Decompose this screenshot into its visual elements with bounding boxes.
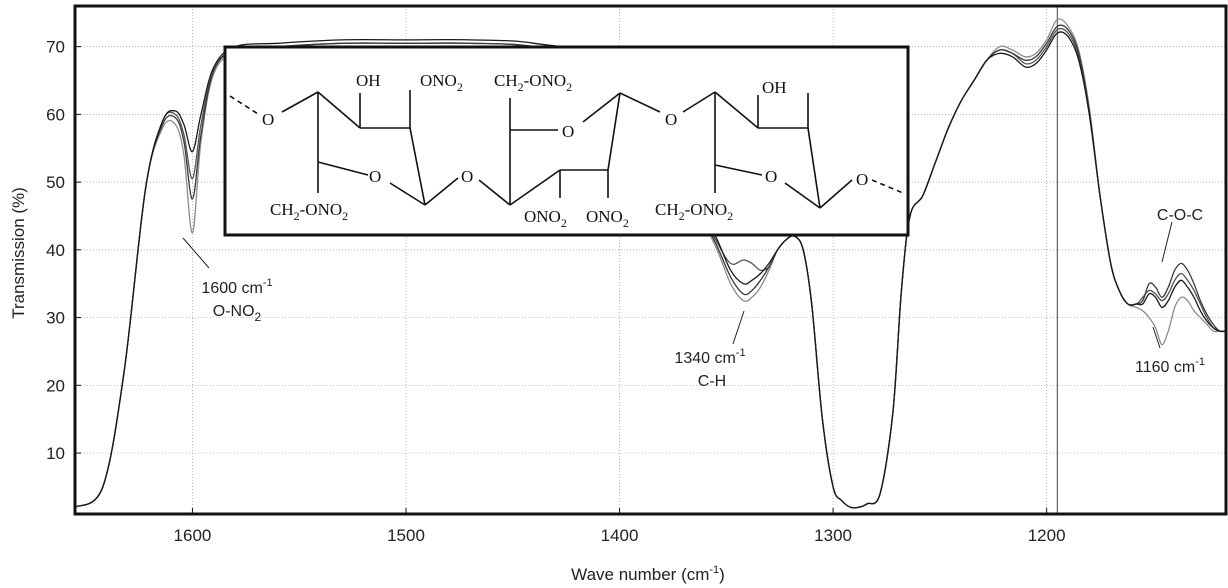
svg-text:ONO2: ONO2 <box>524 207 567 230</box>
svg-text:CH2-ONO2: CH2-ONO2 <box>494 71 572 94</box>
svg-text:O: O <box>369 167 381 186</box>
x-tick-label: 1600 <box>174 526 212 545</box>
x-tick-label: 1400 <box>601 526 639 545</box>
x-axis-title-sup: -1 <box>709 564 719 576</box>
annotation-1160-label: 1160 cm-1 <box>1135 356 1205 376</box>
svg-text:O: O <box>562 122 574 141</box>
y-tick-label: 50 <box>46 173 65 192</box>
svg-text:O: O <box>765 167 777 186</box>
plot-frame <box>73 4 1228 516</box>
svg-text:ONO2: ONO2 <box>586 207 629 230</box>
structure-bonds <box>229 90 904 209</box>
annotation-coc-leader <box>1161 221 1173 263</box>
svg-text:OH: OH <box>356 71 381 90</box>
svg-text:O: O <box>262 110 274 129</box>
structure-inset-box <box>223 45 910 237</box>
y-tick-label: 30 <box>46 309 65 328</box>
y-tick-label: 10 <box>46 444 65 463</box>
x-axis-title-main: Wave number (cm <box>571 565 709 584</box>
annotation-1600-line2: O-NO2 <box>213 303 262 324</box>
spectrum-series-line-1 <box>74 31 1227 509</box>
annotation-coc-label: C-O-C <box>1157 207 1203 224</box>
x-axis-title: Wave number (cm-1) <box>571 564 725 584</box>
annotation-1340-line2: C-H <box>698 373 726 390</box>
structure-inset: O OH ONO2 O CH2-ONO2 O CH2-ONO2 O ONO2 O… <box>223 45 910 237</box>
svg-text:ONO2: ONO2 <box>420 71 463 94</box>
y-tick-label: 70 <box>46 38 65 57</box>
svg-text:OH: OH <box>762 78 787 97</box>
annotation-1340-leader <box>732 310 745 345</box>
annotation-1340-line1: 1340 cm-1 <box>674 347 745 367</box>
x-axis-title-close: ) <box>719 565 725 584</box>
y-tick-label: 20 <box>46 376 65 395</box>
annotation-coc: C-O-C <box>1157 207 1203 263</box>
svg-text:CH2-ONO2: CH2-ONO2 <box>270 200 348 223</box>
x-tick-label: 1300 <box>814 526 852 545</box>
x-tick-label: 1200 <box>1028 526 1066 545</box>
y-axis-ticks: 10 20 30 40 50 60 70 <box>46 38 81 463</box>
annotation-1600-leader <box>182 237 210 269</box>
svg-text:O: O <box>665 110 677 129</box>
annotation-1600: 1600 cm-1 O-NO2 <box>182 237 273 324</box>
y-tick-label: 60 <box>46 105 65 124</box>
x-tick-label: 1500 <box>387 526 425 545</box>
svg-text:CH2-ONO2: CH2-ONO2 <box>655 200 733 223</box>
annotation-1600-line1: 1600 cm-1 <box>201 277 272 297</box>
structure-labels: O OH ONO2 O CH2-ONO2 O CH2-ONO2 O ONO2 O… <box>262 71 868 230</box>
svg-text:O: O <box>461 167 473 186</box>
svg-text:O: O <box>856 170 868 189</box>
y-axis-title: Transmission (%) <box>9 187 28 319</box>
y-tick-label: 40 <box>46 241 65 260</box>
annotation-1160: 1160 cm-1 <box>1135 326 1205 376</box>
annotation-1340: 1340 cm-1 C-H <box>674 310 746 390</box>
x-axis-ticks: 1600 1500 1400 1300 1200 <box>174 508 1066 545</box>
annotation-1160-leader <box>1152 326 1161 349</box>
